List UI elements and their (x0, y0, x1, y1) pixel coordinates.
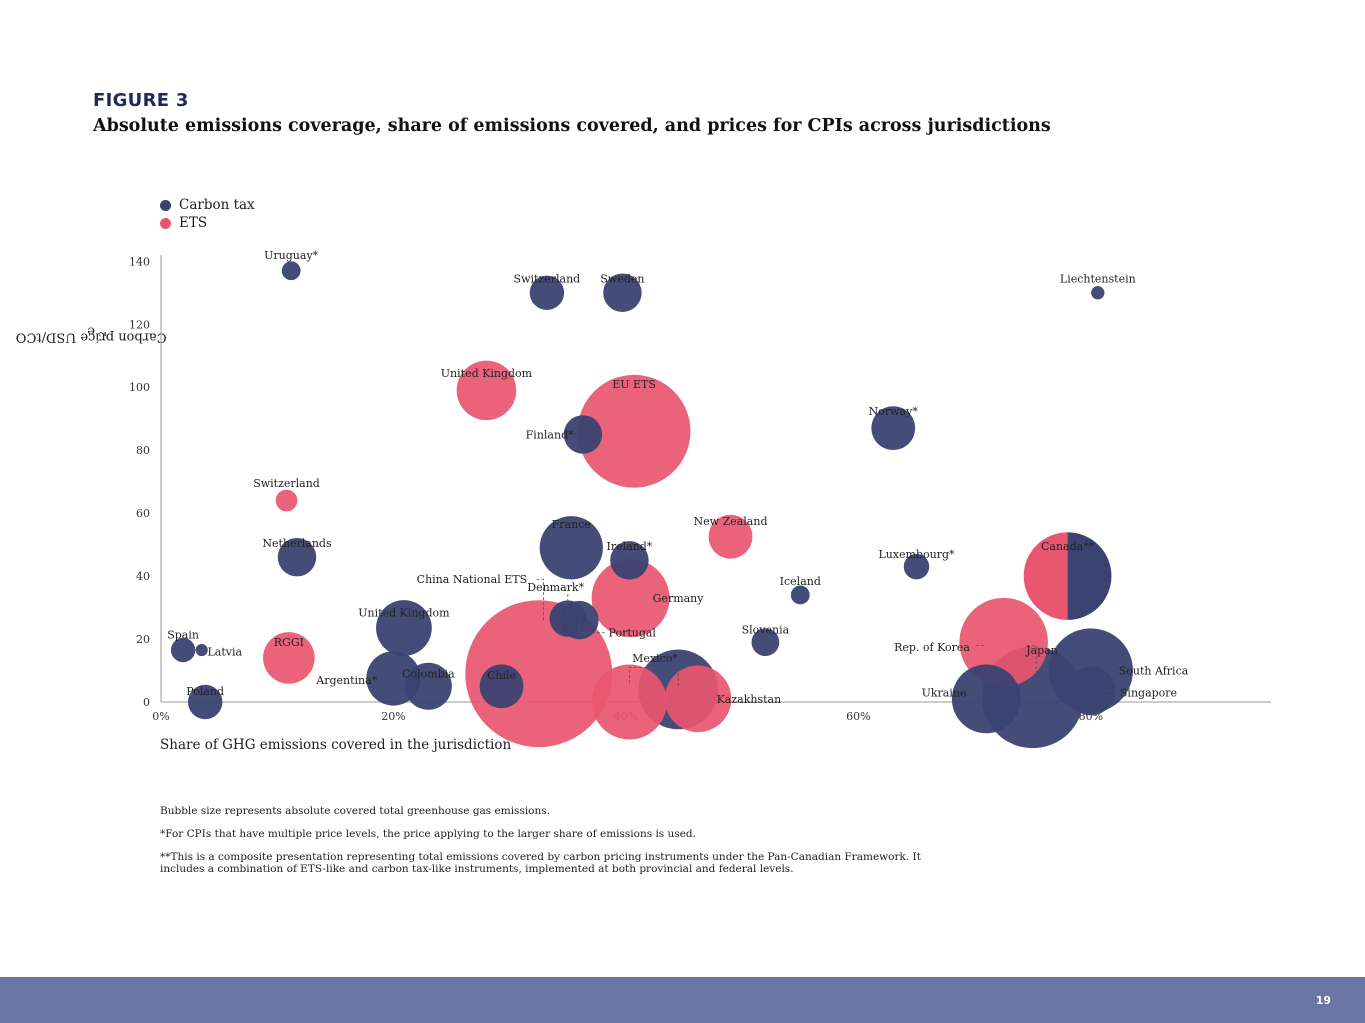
x-axis-title: Share of GHG emissions covered in the ju… (160, 737, 512, 753)
bubble-united-kingdom (376, 600, 432, 656)
page-footer: 19 (0, 977, 1365, 1023)
data-label: Colombia (402, 668, 455, 681)
leader-line (579, 620, 607, 634)
data-label: Rep. of Korea (894, 641, 970, 654)
footnote-canada: **This is a composite presentation repre… (160, 851, 921, 875)
legend-swatch-ets (160, 217, 171, 229)
data-label: Switzerland (514, 273, 581, 286)
data-label: Spain (167, 628, 199, 641)
data-label: Japan (1025, 644, 1058, 657)
data-label: Poland (186, 685, 224, 698)
data-label: Finland* (526, 428, 574, 441)
leader-line (536, 578, 544, 621)
figure-label: FIGURE 3 (93, 90, 189, 111)
bubble-denmark (549, 600, 587, 637)
bubble-finland (563, 415, 603, 454)
footnote-bubble-size: Bubble size represents absolute covered … (160, 805, 550, 817)
data-label: France (552, 518, 591, 531)
leader-line (629, 666, 679, 687)
legend: Carbon tax ETS (160, 196, 255, 232)
bubble-switzerland (529, 275, 565, 310)
legend-label-carbon-tax: Carbon tax (179, 197, 255, 213)
footnotes: Bubble size represents absolute covered … (160, 805, 960, 886)
x-tick-label: 0% (152, 710, 169, 723)
bubble-netherlands (277, 537, 317, 577)
y-tick-label: 80 (136, 444, 150, 457)
data-label: Netherlands (262, 537, 332, 550)
y-tick-label: 140 (129, 255, 150, 268)
data-label: Chile (487, 669, 516, 682)
bubble-switzerland (275, 489, 298, 512)
data-label: Ireland* (606, 540, 652, 553)
data-label: China National ETS (417, 573, 527, 586)
data-label: United Kingdom (358, 606, 450, 619)
bubble-iceland (790, 585, 810, 605)
data-label: Argentina* (315, 674, 377, 687)
data-label: United Kingdom (441, 367, 533, 380)
data-label: South Africa (1119, 665, 1189, 678)
bubble-united-kingdom (456, 360, 517, 421)
y-tick-label: 0 (143, 696, 150, 709)
bubble-colombia (404, 662, 452, 710)
data-label: Norway* (869, 405, 919, 418)
legend-item-ets: ETS (160, 214, 255, 232)
x-tick-label: 20% (381, 710, 405, 723)
bubble-liechtenstein (1091, 286, 1105, 300)
data-label: Mexico* (632, 652, 678, 665)
y-tick-label: 40 (136, 570, 150, 583)
data-label: Germany (653, 592, 705, 605)
bubble-new-zealand (708, 514, 753, 559)
data-label: Uruguay* (264, 249, 319, 262)
footnote-price-levels: *For CPIs that have multiple price level… (160, 828, 696, 840)
data-label: Singapore (1120, 687, 1177, 700)
data-label: Sweden (600, 273, 644, 286)
bubble-canada-tax-half (1067, 532, 1112, 620)
figure-title: Absolute emissions coverage, share of em… (93, 116, 1051, 136)
data-label: Latvia (207, 646, 242, 659)
bubble-spain (170, 637, 196, 663)
bubble-unlabeled (195, 643, 208, 657)
data-label: Switzerland (253, 477, 320, 490)
bubble-luxembourg (903, 553, 930, 580)
legend-swatch-carbon-tax (160, 199, 171, 211)
data-label: Denmark* (527, 581, 584, 594)
bubble-singapore (1066, 666, 1116, 716)
bubble-norway (871, 406, 916, 451)
data-label: Ukraine (922, 687, 967, 700)
data-label: Kazakhstan (717, 693, 782, 706)
bubble-chile (479, 664, 524, 709)
data-label: Liechtenstein (1060, 273, 1136, 286)
y-tick-label: 60 (136, 507, 150, 520)
bubble-rep-of-korea (959, 597, 1048, 687)
bubble-germany (591, 559, 670, 638)
data-label: Iceland (780, 575, 821, 588)
page-number: 19 (1315, 994, 1331, 1007)
legend-label-ets: ETS (179, 215, 208, 231)
bubble-ukraine (951, 664, 1021, 734)
bubble-slovenia (751, 628, 780, 657)
bubble-sweden (603, 273, 642, 313)
data-label: Slovenia (742, 624, 790, 637)
data-label: EU ETS (612, 378, 656, 391)
data-label: Luxembourg* (878, 548, 955, 561)
legend-item-carbon-tax: Carbon tax (160, 196, 255, 214)
data-label: Portugal (608, 627, 656, 640)
bubble-poland (187, 684, 223, 720)
bubble-france (539, 516, 603, 580)
bubble-unlabeled (591, 664, 667, 740)
bubble-uruguay (281, 261, 301, 281)
data-label: New Zealand (694, 515, 768, 528)
bubble-canada-ets-half (1023, 532, 1068, 620)
data-label: Canada** (1041, 540, 1095, 553)
y-tick-label: 20 (136, 633, 150, 646)
bubble-eu-ets (577, 374, 691, 488)
bubble-ireland (610, 541, 649, 580)
bubble-rggi (263, 632, 315, 684)
bubble-kazakhstan (664, 665, 732, 733)
y-tick-label: 100 (129, 381, 150, 394)
x-tick-label: 60% (846, 710, 870, 723)
data-label: RGGI (274, 636, 304, 649)
y-tick-label: 120 (129, 318, 150, 331)
